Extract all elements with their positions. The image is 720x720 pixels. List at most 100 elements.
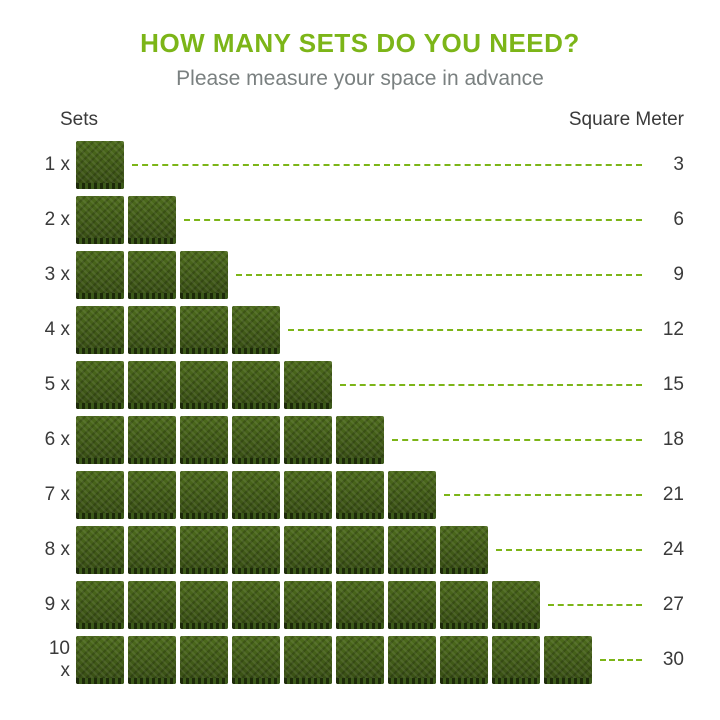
chart-row: 9 x 27 [36, 577, 684, 632]
square-meter-label: 21 [650, 484, 684, 506]
hedge-tile-icon [284, 416, 332, 464]
connector-line [444, 494, 642, 496]
tile-group [76, 251, 228, 299]
chart-row: 10 x 30 [36, 632, 684, 687]
sets-count-label: 4 x [36, 319, 76, 341]
square-meter-label: 3 [650, 154, 684, 176]
tile-group [76, 141, 124, 189]
hedge-tile-icon [544, 636, 592, 684]
hedge-tile-icon [388, 471, 436, 519]
tile-group [76, 361, 332, 409]
hedge-tile-icon [128, 581, 176, 629]
connector-line [548, 604, 642, 606]
hedge-tile-icon [128, 251, 176, 299]
chart-row: 3 x 9 [36, 247, 684, 302]
chart-row: 1 x 3 [36, 137, 684, 192]
sets-count-label: 1 x [36, 154, 76, 176]
tile-group [76, 196, 176, 244]
hedge-tile-icon [440, 526, 488, 574]
square-meter-label: 27 [650, 594, 684, 616]
sets-count-label: 10 x [36, 638, 76, 682]
hedge-tile-icon [180, 526, 228, 574]
hedge-tile-icon [492, 581, 540, 629]
hedge-tile-icon [128, 306, 176, 354]
sets-count-label: 2 x [36, 209, 76, 231]
chart-row: 5 x15 [36, 357, 684, 412]
hedge-tile-icon [388, 526, 436, 574]
connector-line [496, 549, 642, 551]
connector-line [184, 219, 642, 221]
sets-count-label: 6 x [36, 429, 76, 451]
square-meter-label: 24 [650, 539, 684, 561]
connector-line [392, 439, 642, 441]
tile-group [76, 581, 540, 629]
hedge-tile-icon [128, 361, 176, 409]
column-headers: Sets Square Meter [36, 109, 684, 137]
hedge-tile-icon [232, 306, 280, 354]
square-meter-label: 30 [650, 649, 684, 671]
square-meter-label: 18 [650, 429, 684, 451]
sets-count-label: 8 x [36, 539, 76, 561]
hedge-tile-icon [76, 141, 124, 189]
tile-group [76, 471, 436, 519]
sets-count-label: 3 x [36, 264, 76, 286]
chart-row: 7 x 21 [36, 467, 684, 522]
hedge-tile-icon [180, 636, 228, 684]
hedge-tile-icon [180, 251, 228, 299]
hedge-tile-icon [440, 636, 488, 684]
hedge-tile-icon [232, 361, 280, 409]
main-title: HOW MANY SETS DO YOU NEED? [36, 28, 684, 59]
header-sets: Sets [60, 109, 98, 131]
square-meter-label: 9 [650, 264, 684, 286]
hedge-tile-icon [76, 416, 124, 464]
hedge-tile-icon [76, 471, 124, 519]
square-meter-label: 6 [650, 209, 684, 231]
hedge-tile-icon [76, 306, 124, 354]
connector-line [340, 384, 642, 386]
hedge-tile-icon [232, 471, 280, 519]
hedge-tile-icon [76, 361, 124, 409]
rows-container: 1 x 3 2 x 6 3 x 9 4 x 12 5 x15 6 x 18 7 x 21 8 x 24 9 x… [36, 137, 684, 687]
hedge-tile-icon [76, 581, 124, 629]
chart-row: 8 x 24 [36, 522, 684, 577]
subtitle: Please measure your space in advance [36, 67, 684, 91]
hedge-tile-icon [336, 416, 384, 464]
hedge-tile-icon [232, 581, 280, 629]
hedge-tile-icon [180, 471, 228, 519]
square-meter-label: 15 [650, 374, 684, 396]
sets-count-label: 9 x [36, 594, 76, 616]
hedge-tile-icon [336, 471, 384, 519]
hedge-tile-icon [232, 416, 280, 464]
chart-row: 6 x 18 [36, 412, 684, 467]
hedge-tile-icon [284, 636, 332, 684]
connector-line [600, 659, 642, 661]
hedge-tile-icon [76, 251, 124, 299]
tile-group [76, 416, 384, 464]
tile-group [76, 526, 488, 574]
hedge-tile-icon [76, 636, 124, 684]
hedge-tile-icon [76, 196, 124, 244]
sets-count-label: 7 x [36, 484, 76, 506]
hedge-tile-icon [492, 636, 540, 684]
tile-group [76, 636, 592, 684]
tile-group [76, 306, 280, 354]
connector-line [236, 274, 642, 276]
hedge-tile-icon [128, 471, 176, 519]
hedge-tile-icon [128, 526, 176, 574]
hedge-tile-icon [284, 581, 332, 629]
square-meter-label: 12 [650, 319, 684, 341]
hedge-tile-icon [284, 526, 332, 574]
hedge-tile-icon [76, 526, 124, 574]
hedge-tile-icon [180, 361, 228, 409]
header-sqm: Square Meter [569, 109, 684, 131]
hedge-tile-icon [336, 526, 384, 574]
hedge-tile-icon [284, 471, 332, 519]
chart-row: 4 x 12 [36, 302, 684, 357]
hedge-tile-icon [128, 196, 176, 244]
hedge-tile-icon [284, 361, 332, 409]
hedge-tile-icon [180, 581, 228, 629]
hedge-tile-icon [388, 636, 436, 684]
connector-line [288, 329, 642, 331]
chart-row: 2 x 6 [36, 192, 684, 247]
hedge-tile-icon [128, 416, 176, 464]
